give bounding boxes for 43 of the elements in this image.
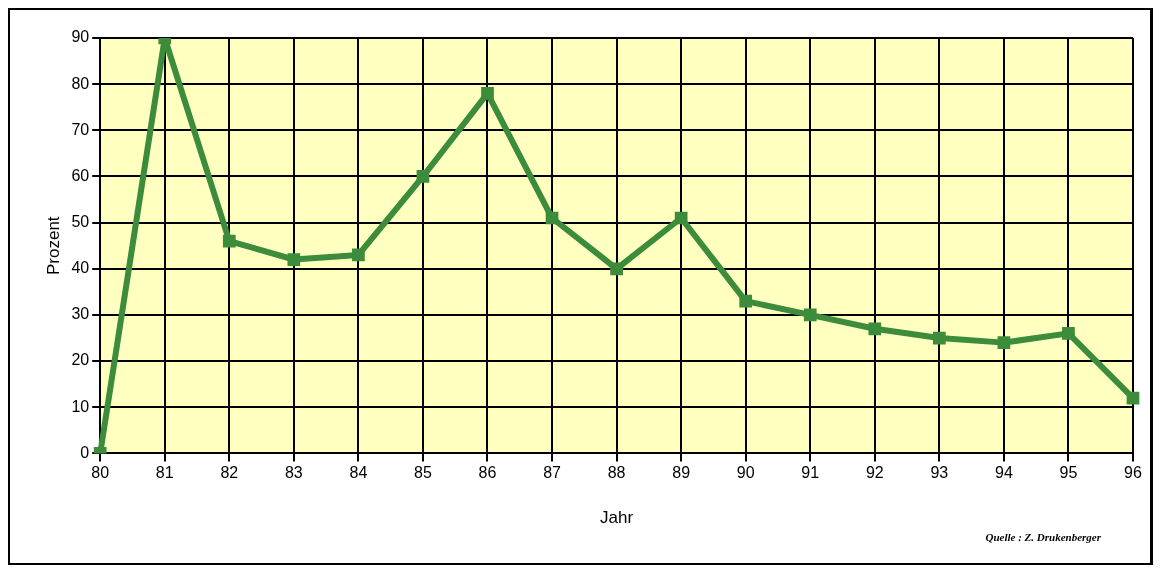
point xyxy=(868,322,882,336)
y-tick-label: 50 xyxy=(71,213,90,231)
y-tick-label: 10 xyxy=(71,397,90,415)
y-tick-label: 60 xyxy=(71,166,90,184)
x-tick-label: 89 xyxy=(672,464,691,482)
point xyxy=(352,248,365,262)
x-tick-label: 85 xyxy=(414,464,432,482)
point xyxy=(674,211,688,225)
x-tick-label: 86 xyxy=(478,464,497,482)
point xyxy=(287,253,301,266)
point xyxy=(222,234,236,248)
point xyxy=(610,262,623,276)
x-tick-label: 81 xyxy=(155,464,174,482)
point xyxy=(739,294,753,308)
y-tick-label: 70 xyxy=(71,120,90,138)
x-tick-label: 84 xyxy=(349,464,368,482)
x-axis-title: Jahr xyxy=(600,508,634,528)
x-tick-label: 90 xyxy=(736,464,755,482)
y-tick-label: 20 xyxy=(71,351,90,369)
point xyxy=(481,87,494,100)
x-tick-label: 94 xyxy=(995,464,1013,482)
x-tick-label: 96 xyxy=(1124,464,1142,482)
x-tick-label: 80 xyxy=(91,464,110,482)
x-tick-label: 82 xyxy=(220,464,239,482)
y-tick-label: 90 xyxy=(71,28,90,46)
point xyxy=(1062,327,1075,340)
point xyxy=(932,331,946,345)
x-tick-label: 87 xyxy=(543,464,562,482)
x-tick-label: 91 xyxy=(801,464,820,482)
y-tick-label: 80 xyxy=(71,74,90,92)
x-tick-label: 93 xyxy=(930,464,949,482)
y-tick-label: 40 xyxy=(71,259,90,277)
y-tick-label: 30 xyxy=(71,305,90,323)
point xyxy=(416,170,430,183)
x-tick-label: 95 xyxy=(1059,464,1078,482)
point xyxy=(803,308,817,322)
y-axis-title: Prozent xyxy=(43,216,63,275)
x-tick-label: 83 xyxy=(284,464,303,482)
y-tick-label: 0 xyxy=(80,443,90,461)
point xyxy=(997,336,1011,349)
x-tick-label: 92 xyxy=(865,464,884,482)
x-tick-label: 88 xyxy=(607,464,626,482)
source-note: Quelle : Z. Drukenberger xyxy=(985,531,1101,543)
